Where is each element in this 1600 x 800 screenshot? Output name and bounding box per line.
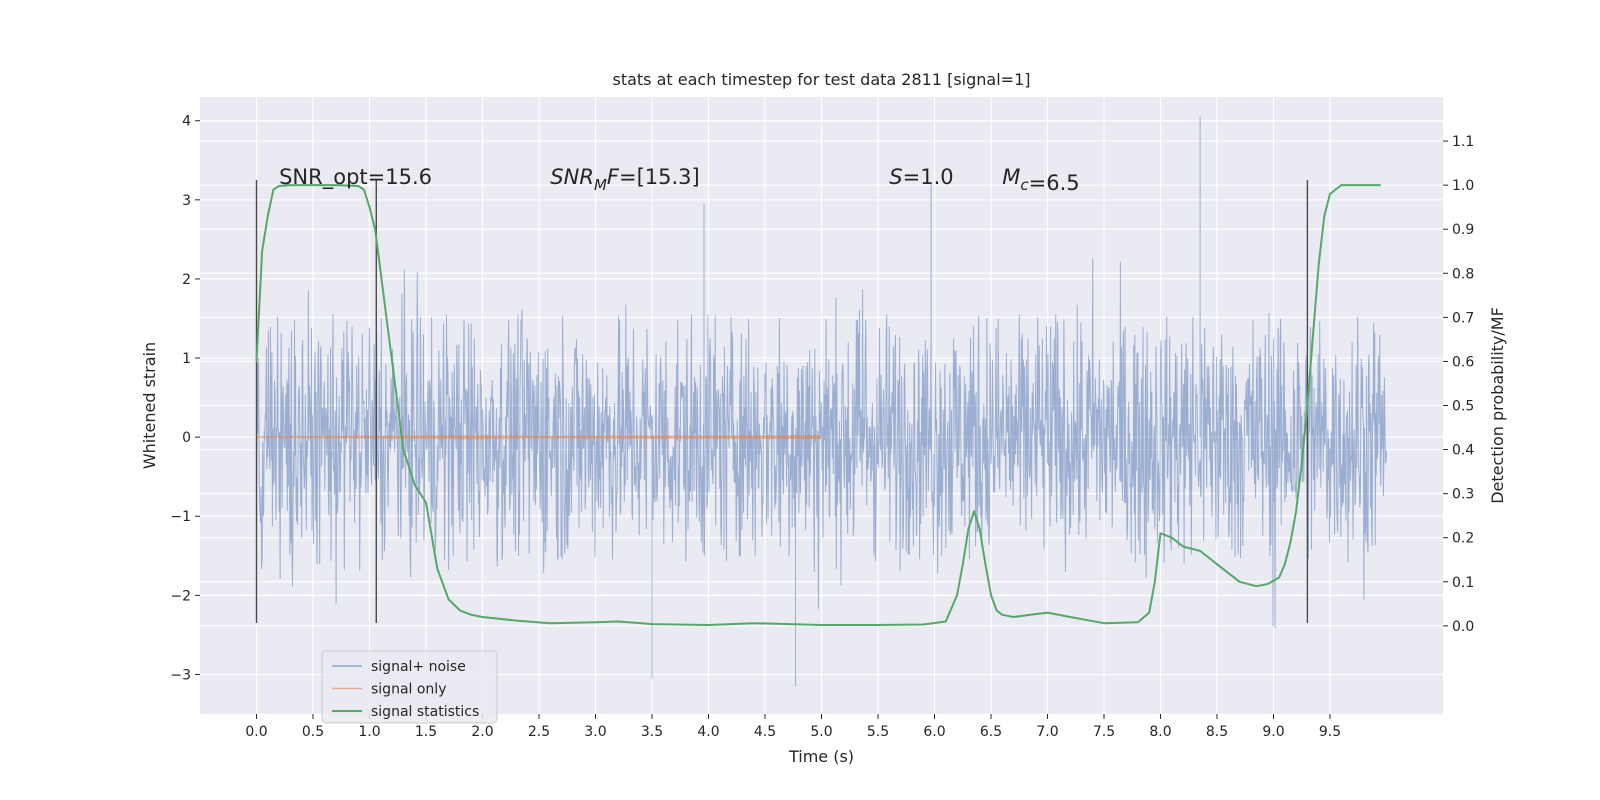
legend: signal+ noise signal only signal statistic… <box>321 650 498 724</box>
annotations: SNR_opt=15.6 SNRMF=[15.3] S=1.0 Mc=6.5 <box>279 165 1080 195</box>
x-tick-label: 3.0 <box>584 724 606 740</box>
x-tick-label: 3.5 <box>641 724 663 740</box>
y-tick-label: −2 <box>170 588 191 604</box>
series-signal-only <box>256 434 822 441</box>
y-tick-label: 4 <box>182 114 191 130</box>
x-tick-label: 8.5 <box>1206 724 1228 740</box>
y2-tick-label: 0.1 <box>1452 575 1474 591</box>
annotation-value: =1.0 <box>903 165 954 189</box>
signal-only-line <box>256 434 822 441</box>
x-tick-label: 6.0 <box>923 724 945 740</box>
series-signal-plus-noise <box>256 116 1387 687</box>
signal-plus-noise-line <box>256 116 1387 687</box>
x-tick-label: 2.0 <box>471 724 493 740</box>
annotation-value: =[15.3] <box>619 165 700 189</box>
signal-statistics-line <box>255 184 1381 626</box>
x-tick-label: 0.5 <box>302 724 324 740</box>
y2-tick-label: 1.0 <box>1452 178 1474 194</box>
x-tick-label: 7.5 <box>1093 724 1115 740</box>
x-tick-label: 0.0 <box>245 724 267 740</box>
x-tick-label: 1.0 <box>358 724 380 740</box>
y2-tick-label: 0.6 <box>1452 354 1474 370</box>
y2-tick-label: 1.1 <box>1452 134 1474 150</box>
x-tick-label: 1.5 <box>415 724 437 740</box>
y2-axis-label: Detection probability/MF <box>1488 307 1507 504</box>
x-tick-label: 8.0 <box>1149 724 1171 740</box>
x-tick-label: 6.5 <box>980 724 1002 740</box>
annotation: SNRMF=[15.3] <box>550 165 699 194</box>
y2-tick-label: 0.9 <box>1452 222 1474 238</box>
x-axis-label: Time (s) <box>788 747 854 766</box>
y-axis-label: Whitened strain <box>140 342 159 469</box>
annotation: SNR_opt=15.6 <box>279 165 432 190</box>
annotation-value: =6.5 <box>1029 171 1080 195</box>
x-tick-label: 9.0 <box>1262 724 1284 740</box>
y-tick-label: −1 <box>170 509 191 525</box>
y-tick-label: 3 <box>182 193 191 209</box>
x-tick-label: 5.0 <box>810 724 832 740</box>
annotation: Mc=6.5 <box>1002 165 1079 195</box>
legend-label: signal+ noise <box>371 659 466 675</box>
annotation-subscript: M <box>594 176 607 194</box>
y-tick-label: 1 <box>182 351 191 367</box>
chart-title: stats at each timestep for test data 281… <box>612 70 1030 89</box>
y-tick-label: 0 <box>182 430 191 446</box>
y2-tick-label: 0.0 <box>1452 619 1474 635</box>
axes: 0.0 0.5 1.0 1.5 2.0 2.5 3.0 3.5 4.0 4.5 5.0 5.5 6.0 6… <box>140 70 1507 766</box>
annotation: S=1.0 <box>889 165 953 189</box>
y2-tick-label: 0.8 <box>1452 266 1474 282</box>
y2-tick-label: 0.4 <box>1452 443 1474 459</box>
series-signal-statistics <box>255 184 1381 626</box>
legend-label: signal statistics <box>371 704 479 720</box>
y2-tick-label: 0.2 <box>1452 531 1474 547</box>
x-tick-label: 5.5 <box>867 724 889 740</box>
annotation-base: S <box>889 165 902 189</box>
annotation-rest: F <box>607 165 620 189</box>
x-tick-label: 2.5 <box>528 724 550 740</box>
y2-tick-label: 0.3 <box>1452 487 1474 503</box>
annotation-base: SNR <box>550 165 594 189</box>
x-tick-label: 9.5 <box>1319 724 1341 740</box>
legend-box <box>321 650 498 724</box>
y2-tick-label: 0.5 <box>1452 399 1474 415</box>
x-tick-label: 4.5 <box>754 724 776 740</box>
legend-label: signal only <box>371 682 446 698</box>
y2-tick-label: 0.7 <box>1452 310 1474 326</box>
annotation-base: SNR_opt=15.6 <box>279 165 432 190</box>
y-tick-label: 2 <box>182 272 191 288</box>
annotation-base: M <box>1002 165 1020 189</box>
x-tick-label: 4.0 <box>697 724 719 740</box>
x-tick-label: 7.0 <box>1036 724 1058 740</box>
y-tick-label: −3 <box>170 667 191 683</box>
annotation-subscript: c <box>1020 176 1029 194</box>
